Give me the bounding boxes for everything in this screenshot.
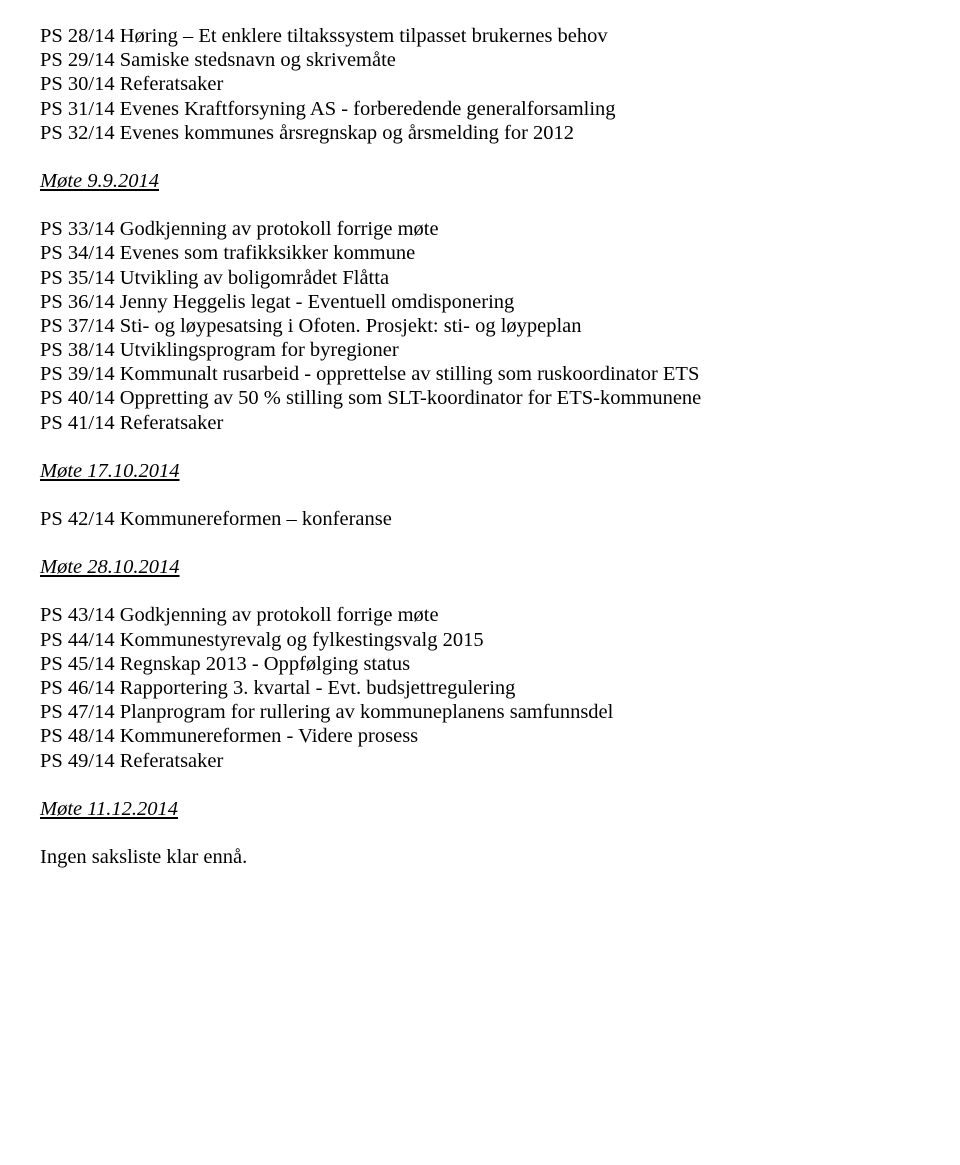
meeting-heading: Møte 17.10.2014	[40, 459, 920, 483]
closing-line: Ingen saksliste klar ennå.	[40, 845, 920, 869]
list-item: PS 29/14 Samiske stedsnavn og skrivemåte	[40, 48, 920, 72]
list-item: PS 46/14 Rapportering 3. kvartal - Evt. …	[40, 676, 920, 700]
list-item: PS 28/14 Høring – Et enklere tiltakssyst…	[40, 24, 920, 48]
meeting-heading: Møte 9.9.2014	[40, 169, 920, 193]
document-page: PS 28/14 Høring – Et enklere tiltakssyst…	[0, 0, 960, 909]
list-item: PS 41/14 Referatsaker	[40, 411, 920, 435]
list-item: PS 40/14 Oppretting av 50 % stilling som…	[40, 386, 920, 410]
list-item: PS 43/14 Godkjenning av protokoll forrig…	[40, 603, 920, 627]
list-item: PS 47/14 Planprogram for rullering av ko…	[40, 700, 920, 724]
list-item: PS 44/14 Kommunestyrevalg og fylkestings…	[40, 628, 920, 652]
list-item: PS 35/14 Utvikling av boligområdet Flått…	[40, 266, 920, 290]
list-item: PS 39/14 Kommunalt rusarbeid - opprettel…	[40, 362, 920, 386]
list-item: PS 42/14 Kommunereformen – konferanse	[40, 507, 920, 531]
list-item: PS 32/14 Evenes kommunes årsregnskap og …	[40, 121, 920, 145]
meeting-heading: Møte 28.10.2014	[40, 555, 920, 579]
meeting-heading: Møte 11.12.2014	[40, 797, 920, 821]
list-item: PS 49/14 Referatsaker	[40, 749, 920, 773]
list-item: PS 37/14 Sti- og løypesatsing i Ofoten. …	[40, 314, 920, 338]
list-item: PS 48/14 Kommunereformen - Videre proses…	[40, 724, 920, 748]
list-item: PS 45/14 Regnskap 2013 - Oppfølging stat…	[40, 652, 920, 676]
list-item: PS 31/14 Evenes Kraftforsyning AS - forb…	[40, 97, 920, 121]
list-item: PS 34/14 Evenes som trafikksikker kommun…	[40, 241, 920, 265]
list-item: PS 30/14 Referatsaker	[40, 72, 920, 96]
list-item: PS 33/14 Godkjenning av protokoll forrig…	[40, 217, 920, 241]
list-item: PS 38/14 Utviklingsprogram for byregione…	[40, 338, 920, 362]
list-item: PS 36/14 Jenny Heggelis legat - Eventuel…	[40, 290, 920, 314]
